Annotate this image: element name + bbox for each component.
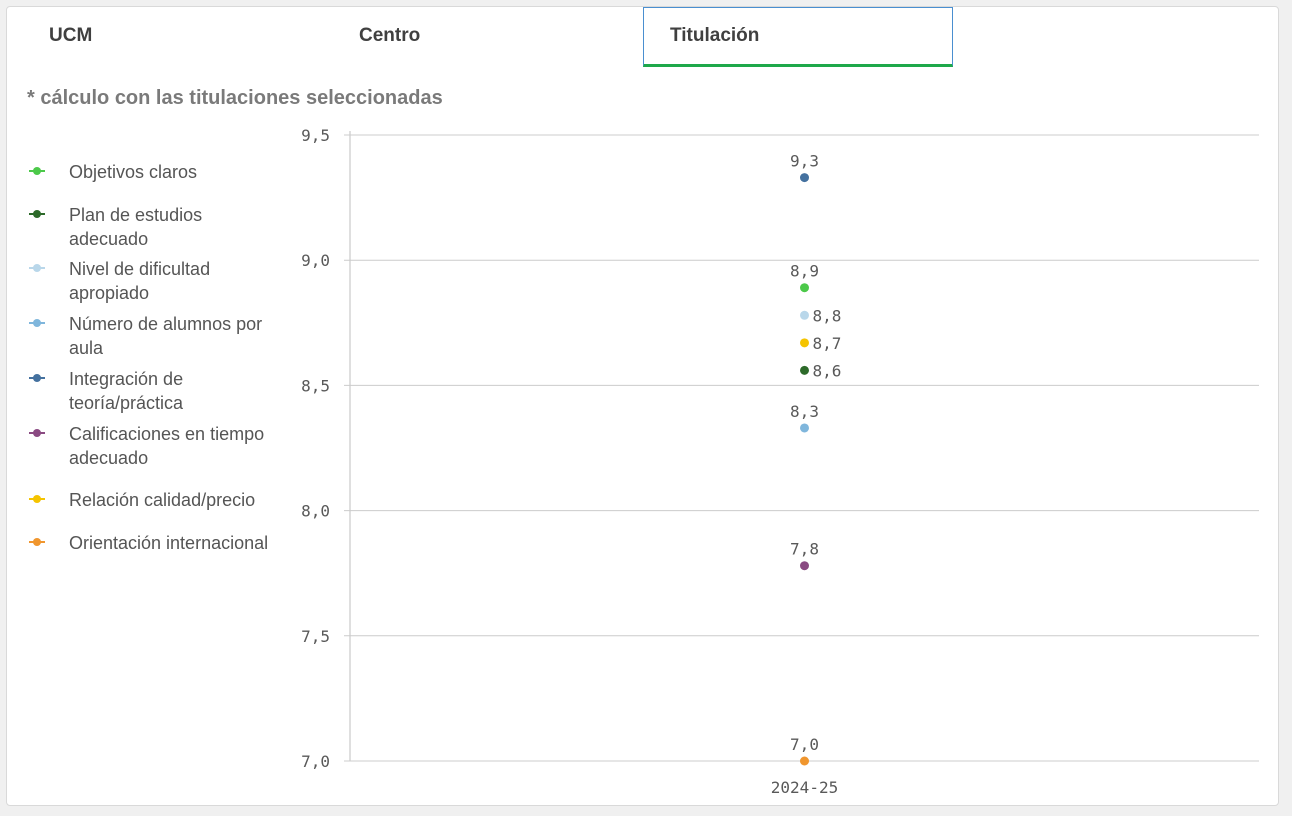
scatter-chart: 9,5 9,0 8,5 8,0 7,5 7,0 2024-25 8,9 8,6 8,8 8,3 9,3… — [301, 126, 1259, 797]
legend-marker-icon — [29, 494, 47, 514]
data-label: 8,9 — [790, 262, 819, 281]
y-tick-label: 7,0 — [301, 752, 330, 771]
legend-item-orientacion-internacional[interactable]: Orientación internacional — [29, 531, 284, 557]
legend-label: Plan de estudios adecuado — [69, 205, 203, 249]
data-label: 8,7 — [813, 334, 842, 353]
data-label: 8,6 — [813, 361, 842, 380]
legend-label: Calificaciones en tiempo adecuado — [69, 424, 265, 468]
legend-dot — [33, 319, 41, 327]
y-tick-label: 7,5 — [301, 627, 330, 646]
legend-item-calificaciones[interactable]: Calificaciones en tiempo adecuado — [29, 422, 284, 470]
legend-item-nivel-de-dificultad[interactable]: Nivel de dificultad apropiado — [29, 257, 284, 305]
chart-card: UCM Centro Titulación * cálculo con las … — [6, 6, 1279, 806]
legend-item-plan-de-estudios[interactable]: Plan de estudios adecuado — [29, 203, 284, 251]
y-tick-label: 8,0 — [301, 502, 330, 521]
data-label: 9,3 — [790, 152, 819, 171]
legend-dot — [33, 429, 41, 437]
data-point — [800, 756, 809, 766]
tab-bar: UCM Centro Titulación — [7, 7, 1278, 67]
tab-titulacion[interactable]: Titulación — [643, 7, 953, 67]
data-label: 8,3 — [790, 402, 819, 421]
legend-label: Objetivos claros — [69, 162, 198, 182]
legend-label: Nivel de dificultad apropiado — [69, 259, 211, 303]
y-tick-label: 9,0 — [301, 251, 330, 270]
legend-label: Número de alumnos por aula — [69, 314, 263, 358]
legend-label: Orientación internacional — [69, 533, 269, 553]
legend-marker-icon — [29, 428, 47, 448]
legend-dot — [33, 210, 41, 218]
legend-marker-icon — [29, 166, 47, 186]
legend-dot — [33, 495, 41, 503]
data-point — [800, 173, 809, 183]
y-tick-label: 8,5 — [301, 376, 330, 395]
data-point — [800, 423, 809, 433]
legend-dot — [33, 264, 41, 272]
tab-ucm[interactable]: UCM — [49, 25, 93, 46]
legend-marker-icon — [29, 263, 47, 283]
legend-item-numero-de-alumnos[interactable]: Número de alumnos por aula — [29, 312, 284, 360]
legend-item-integracion-teoria-practica[interactable]: Integración de teoría/práctica — [29, 367, 284, 415]
legend-dot — [33, 167, 41, 175]
tab-centro[interactable]: Centro — [359, 25, 421, 46]
data-label: 7,8 — [790, 540, 819, 559]
data-label: 7,0 — [790, 735, 819, 754]
legend-label: Integración de teoría/práctica — [69, 369, 184, 413]
legend-item-objetivos-claros[interactable]: Objetivos claros — [29, 160, 284, 186]
data-point — [800, 561, 809, 571]
data-point — [800, 365, 809, 375]
legend-marker-icon — [29, 373, 47, 393]
legend-marker-icon — [29, 537, 47, 557]
legend-dot — [33, 538, 41, 546]
calculation-note: * cálculo con las titulaciones seleccion… — [27, 87, 443, 109]
legend-dot — [33, 374, 41, 382]
legend-label: Relación calidad/precio — [69, 490, 256, 510]
data-label: 8,8 — [813, 306, 842, 325]
y-tick-label: 9,5 — [301, 126, 330, 145]
legend-marker-icon — [29, 209, 47, 229]
x-category-label: 2024-25 — [771, 778, 838, 797]
legend-marker-icon — [29, 318, 47, 338]
legend-item-relacion-calidad-precio[interactable]: Relación calidad/precio — [29, 488, 284, 514]
data-point — [800, 338, 809, 348]
data-point — [800, 283, 809, 293]
data-point — [800, 310, 809, 320]
